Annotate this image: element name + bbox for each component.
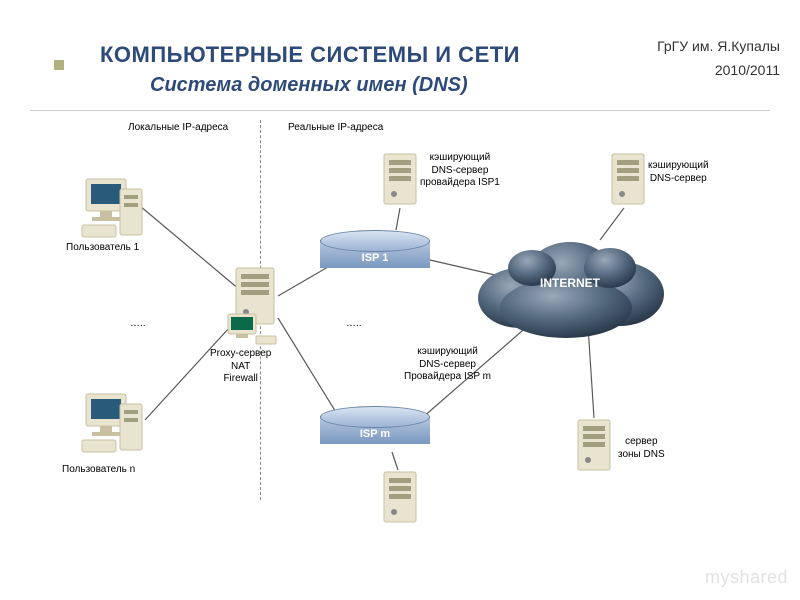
label-cache-ispm: кэширующийDNS-серверПровайдера ISP m: [404, 346, 491, 384]
label-cache-isp1: кэширующийDNS-серверпровайдера ISP1: [420, 152, 500, 190]
isp-m-node: ISP m: [320, 406, 430, 456]
label-proxy: Proxy-серверNATFirewall: [210, 348, 271, 386]
ellipsis-mid: …..: [346, 318, 362, 331]
label-user-n: Пользователь n: [62, 464, 135, 477]
slide: КОМПЬЮТЕРНЫЕ СИСТЕМЫ И СЕТИ Система доме…: [0, 0, 800, 600]
isp-m-label: ISP m: [320, 428, 430, 440]
internet-label: INTERNET: [470, 276, 670, 290]
cache-ispm-server-icon: [380, 470, 420, 531]
cache-isp1-server-icon: [380, 152, 420, 213]
cache-ext-server-icon: [608, 152, 648, 213]
zone-server-icon: [574, 418, 614, 479]
internet-cloud: INTERNET: [470, 232, 670, 342]
ellipsis-left: …..: [130, 318, 146, 331]
label-real-ip: Реальные IP-адреса: [288, 122, 383, 135]
label-local-ip: Локальные IP-адреса: [128, 122, 228, 135]
label-cache-ext: кэширующийDNS-сервер: [648, 160, 709, 185]
label-user-1: Пользователь 1: [66, 242, 139, 255]
isp-1-node: ISP 1: [320, 230, 430, 280]
isp-1-label: ISP 1: [320, 252, 430, 264]
watermark: myshared: [705, 567, 788, 588]
label-zone-server: серверзоны DNS: [618, 436, 665, 461]
pc-user-1-icon: [80, 175, 150, 250]
pc-user-n-icon: [80, 390, 150, 465]
proxy-server-icon: [226, 266, 284, 353]
